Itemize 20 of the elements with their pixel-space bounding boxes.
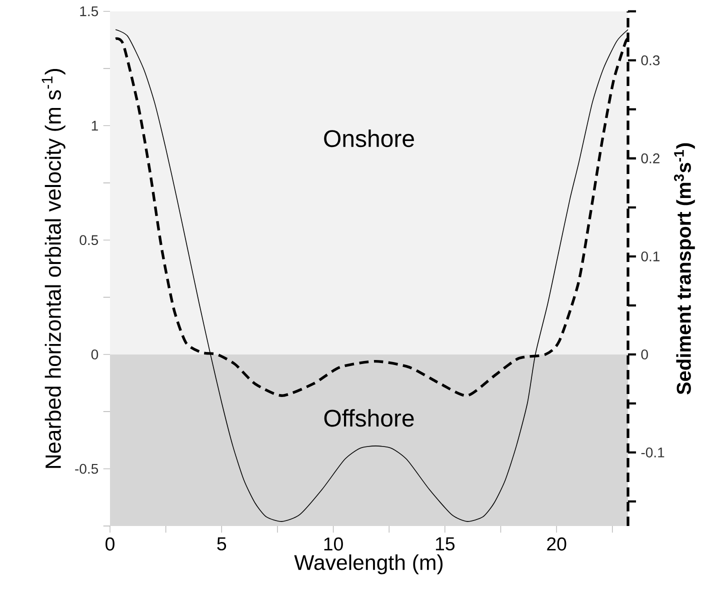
y-tick-label: 1.5 bbox=[80, 6, 98, 16]
x-tick-label: 20 bbox=[547, 537, 566, 551]
x-tick-label: 5 bbox=[217, 537, 226, 550]
y2-tick-label: 0 bbox=[641, 349, 648, 360]
y-axis-title: Nearbed horizontal orbital velocity (m s$^{-1}$) bbox=[42, 69, 66, 468]
y2-tick-label: 0.3 bbox=[641, 55, 660, 66]
x-tick-label: 15 bbox=[436, 537, 455, 550]
y-tick-label: 0.5 bbox=[80, 235, 98, 246]
x-tick-label: 0 bbox=[106, 537, 114, 551]
x-tick-label: 10 bbox=[324, 537, 343, 551]
band-label: Offshore bbox=[324, 409, 414, 427]
y2-tick-label: 0.1 bbox=[641, 251, 660, 262]
x-axis-title: Wavelength (m) bbox=[294, 554, 443, 574]
y2-tick-label: -0.1 bbox=[641, 448, 664, 458]
y2-axis-title: Sediment transport (m$^{3}$s$^{-1}$) bbox=[674, 143, 695, 394]
y-tick-label: 1 bbox=[92, 120, 98, 131]
y-tick-label: 0 bbox=[91, 349, 98, 360]
y-tick-label: -0.5 bbox=[75, 464, 98, 474]
y2-tick-label: 0.2 bbox=[641, 153, 660, 164]
band-label: Onshore bbox=[324, 129, 414, 148]
